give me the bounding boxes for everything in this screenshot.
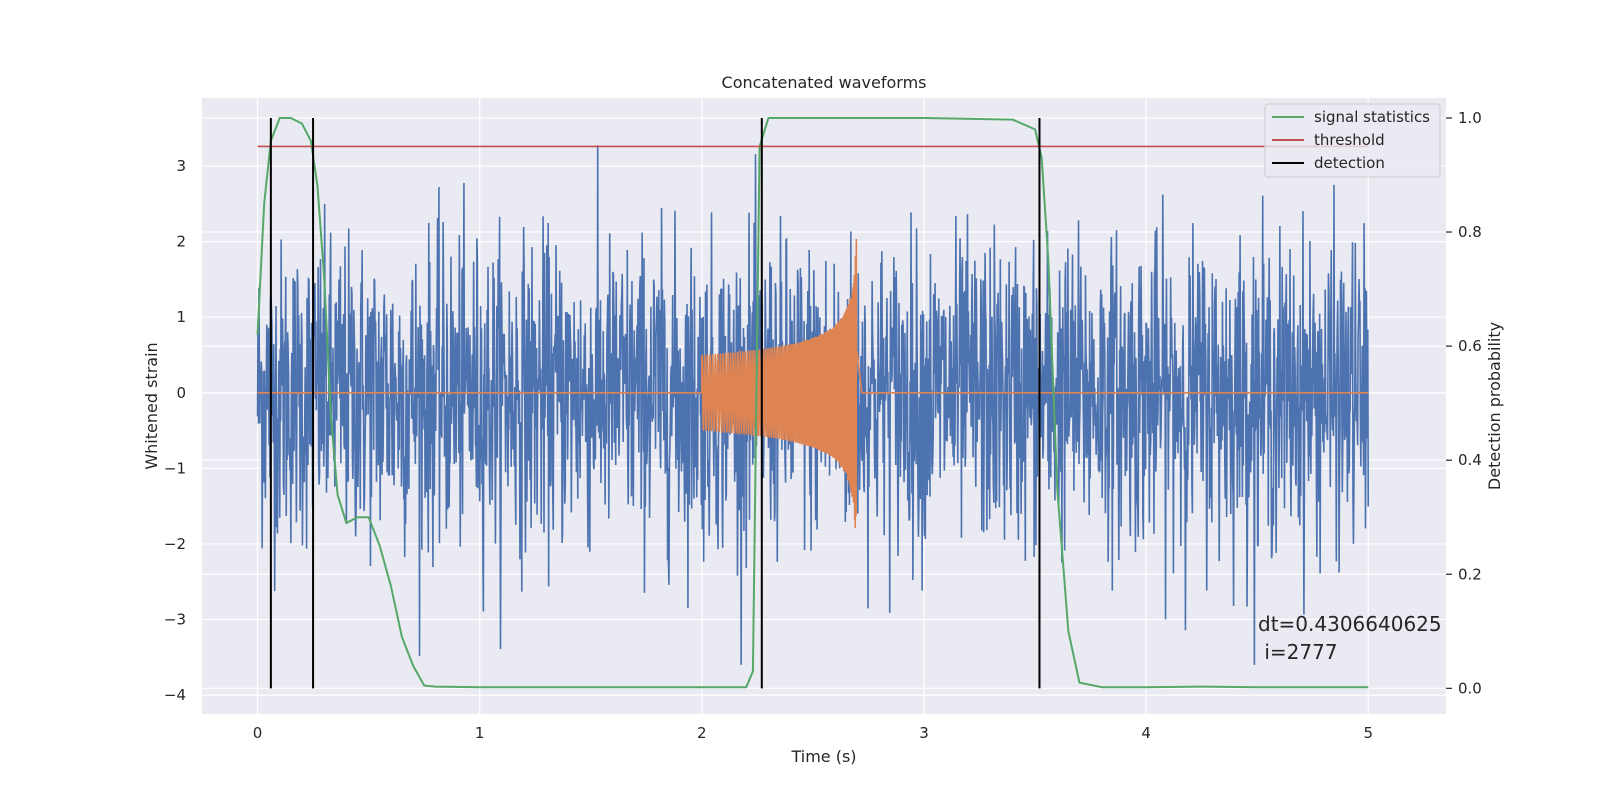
y-tick-label: 1 — [176, 308, 186, 326]
annotation: dt=0.4306640625 i=2777 — [1258, 612, 1442, 664]
y-tick-label: −2 — [164, 535, 186, 553]
y-tick-label: −1 — [164, 459, 186, 477]
y-axis-title: Whitened strain — [142, 342, 161, 469]
y-tick-label: −4 — [164, 686, 186, 704]
y-tick-label: 0 — [176, 384, 186, 402]
x-tick-label: 0 — [253, 724, 263, 742]
x-tick-label: 3 — [919, 724, 929, 742]
waveform-series — [257, 238, 1369, 529]
y2-axis-title: Detection probability — [1485, 322, 1504, 490]
y2-tick-label: 0.0 — [1458, 679, 1482, 697]
legend-label-detection: detection — [1314, 154, 1385, 172]
y2-tick-label: 0.6 — [1458, 337, 1482, 355]
y-tick-label: 3 — [176, 157, 186, 175]
x-axis-ticks: 0 1 2 3 4 5 — [253, 724, 1373, 742]
x-axis-title: Time (s) — [790, 747, 856, 766]
chart-title: Concatenated waveforms — [722, 73, 927, 92]
x-tick-label: 5 — [1363, 724, 1373, 742]
detection-series — [269, 117, 1041, 689]
legend-item-threshold: threshold — [1272, 131, 1385, 149]
waveform-line — [257, 238, 1369, 529]
legend: signal statistics threshold detection — [1264, 103, 1441, 178]
legend-label-signal-statistics: signal statistics — [1314, 108, 1430, 126]
x-tick-label: 2 — [697, 724, 707, 742]
y2-tick-label: 0.8 — [1458, 223, 1482, 241]
y2-tick-label: 1.0 — [1458, 109, 1482, 127]
y2-axis-ticks: 0.0 0.2 0.4 0.6 0.8 1.0 — [1446, 109, 1482, 697]
y2-tick-label: 0.2 — [1458, 565, 1482, 583]
x-tick-label: 1 — [475, 724, 485, 742]
y-axis-ticks: −4 −3 −2 −1 0 1 2 3 — [164, 157, 186, 704]
plot-area — [256, 116, 1370, 689]
x-tick-label: 4 — [1141, 724, 1151, 742]
y2-tick-label: 0.4 — [1458, 451, 1482, 469]
legend-box — [1264, 103, 1441, 178]
y-tick-label: 2 — [176, 233, 186, 251]
legend-item-signal-statistics: signal statistics — [1272, 108, 1430, 126]
y-tick-label: −3 — [164, 611, 186, 629]
signal-statistics-series — [256, 116, 1369, 689]
signal-statistics-line — [256, 116, 1369, 689]
annotation-line-1: dt=0.4306640625 — [1258, 612, 1442, 636]
legend-item-detection: detection — [1272, 154, 1385, 172]
annotation-line-2: i=2777 — [1258, 640, 1338, 664]
legend-label-threshold: threshold — [1314, 131, 1385, 149]
